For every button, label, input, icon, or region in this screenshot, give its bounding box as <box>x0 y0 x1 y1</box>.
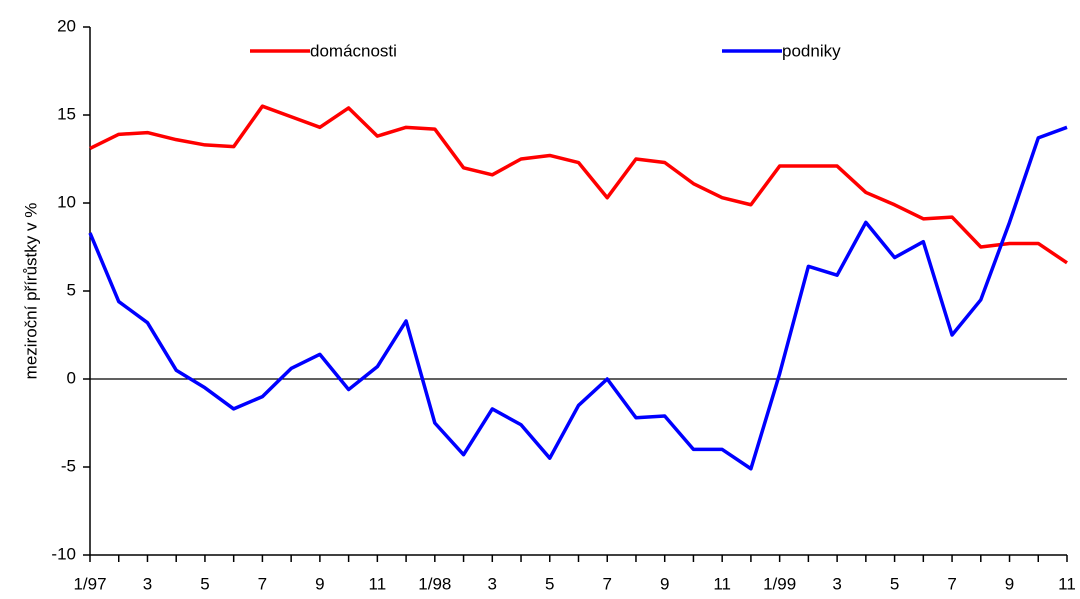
x-tick-label: 11 <box>369 574 387 593</box>
x-tick-label: 7 <box>258 574 267 593</box>
legend-label: domácnosti <box>310 41 397 60</box>
y-tick-label: 0 <box>67 368 76 387</box>
y-tick-label: 10 <box>57 192 76 211</box>
x-tick-label: 7 <box>947 574 956 593</box>
x-tick-label: 5 <box>890 574 899 593</box>
y-axis-label: meziroční přírůstky v % <box>21 203 40 380</box>
series-line <box>89 104 1068 265</box>
y-tick-label: -5 <box>61 456 76 475</box>
y-tick-label: 15 <box>57 104 76 123</box>
y-tick-label: -10 <box>51 544 76 563</box>
x-tick-label: 9 <box>1005 574 1014 593</box>
x-tick-label: 9 <box>660 574 669 593</box>
y-tick-label: 5 <box>67 280 76 299</box>
x-tick-label: 5 <box>200 574 209 593</box>
x-tick-label: 3 <box>143 574 152 593</box>
x-tick-label: 3 <box>832 574 841 593</box>
y-tick-label: 20 <box>57 16 76 35</box>
series-line <box>88 125 1068 471</box>
legend-label: podniky <box>782 41 841 60</box>
x-tick-label: 3 <box>488 574 497 593</box>
x-tick-label: 5 <box>545 574 554 593</box>
x-tick-label: 11 <box>713 574 731 593</box>
x-tick-label: 1/97 <box>73 574 106 593</box>
x-tick-label: 11 <box>1058 574 1076 593</box>
x-tick-label: 1/98 <box>418 574 451 593</box>
x-tick-label: 9 <box>315 574 324 593</box>
x-tick-label: 1/99 <box>763 574 796 593</box>
x-tick-label: 7 <box>603 574 612 593</box>
